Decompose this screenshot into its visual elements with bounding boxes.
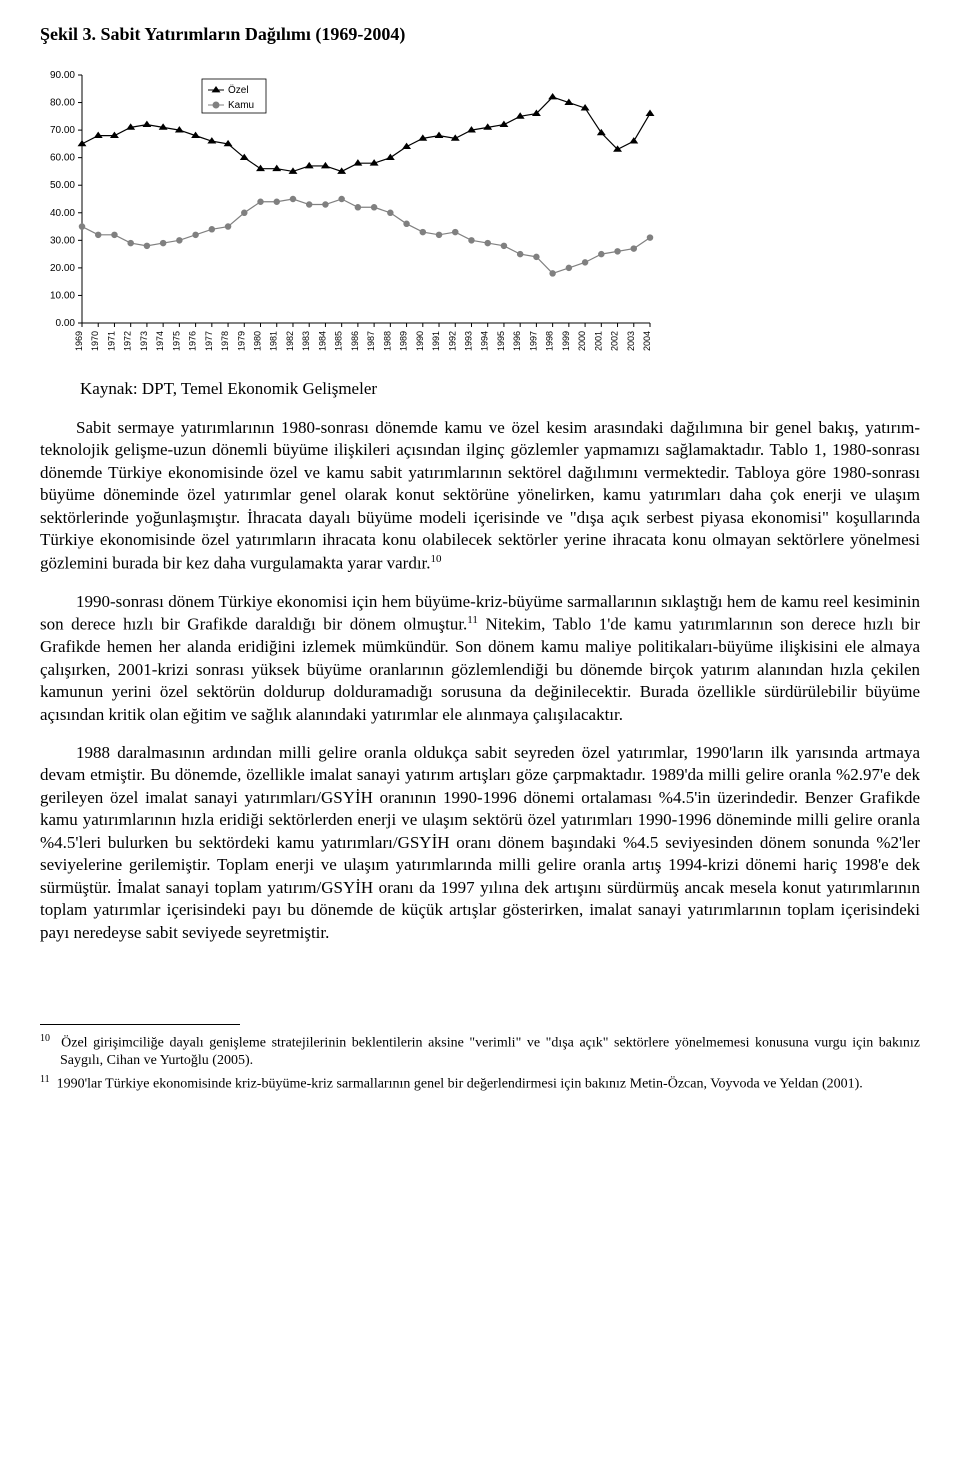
footnote-11-number: 11 [40, 1074, 50, 1085]
svg-text:1980: 1980 [253, 331, 263, 351]
footnote-10: 10 Özel girişimciliğe dayalı genişleme s… [40, 1033, 920, 1070]
svg-text:1971: 1971 [106, 331, 116, 351]
svg-text:1995: 1995 [496, 331, 506, 351]
footnote-ref-10: 10 [431, 553, 442, 565]
svg-text:1996: 1996 [512, 331, 522, 351]
paragraph-2: 1990-sonrası dönem Türkiye ekonomisi içi… [40, 591, 920, 726]
footnote-11-text: 1990'lar Türkiye ekonomisinde kriz-büyüm… [57, 1076, 863, 1091]
svg-text:70.00: 70.00 [50, 125, 75, 136]
svg-text:1993: 1993 [463, 331, 473, 351]
svg-text:1987: 1987 [366, 331, 376, 351]
chart-source: Kaynak: DPT, Temel Ekonomik Gelişmeler [80, 379, 920, 399]
svg-text:1975: 1975 [171, 331, 181, 351]
footnote-10-text: Özel girişimciliğe dayalı genişleme stra… [60, 1036, 920, 1069]
svg-text:1973: 1973 [139, 331, 149, 351]
figure-title: Şekil 3. Sabit Yatırımların Dağılımı (19… [40, 24, 920, 45]
svg-text:1990: 1990 [415, 331, 425, 351]
svg-text:Kamu: Kamu [228, 100, 254, 111]
svg-text:90.00: 90.00 [50, 70, 75, 81]
svg-text:1991: 1991 [431, 331, 441, 351]
svg-text:80.00: 80.00 [50, 98, 75, 109]
svg-text:2002: 2002 [610, 331, 620, 351]
svg-text:1977: 1977 [204, 331, 214, 351]
svg-text:0.00: 0.00 [56, 318, 76, 329]
line-chart: 0.00 10.00 20.00 30.00 40.00 50.00 60.00 70.00 8… [40, 65, 660, 375]
svg-text:1984: 1984 [317, 331, 327, 351]
svg-text:1983: 1983 [301, 331, 311, 351]
paragraph-1: Sabit sermaye yatırımlarının 1980-sonras… [40, 417, 920, 575]
svg-text:30.00: 30.00 [50, 235, 75, 246]
svg-text:1997: 1997 [528, 331, 538, 351]
svg-text:1998: 1998 [545, 331, 555, 351]
svg-text:1978: 1978 [220, 331, 230, 351]
svg-text:1985: 1985 [334, 331, 344, 351]
svg-text:1999: 1999 [561, 331, 571, 351]
svg-text:1994: 1994 [480, 331, 490, 351]
svg-text:1989: 1989 [399, 331, 409, 351]
footnote-ref-11: 11 [467, 614, 478, 626]
svg-text:60.00: 60.00 [50, 153, 75, 164]
footnote-10-number: 10 [40, 1033, 50, 1044]
svg-text:1976: 1976 [188, 331, 198, 351]
paragraph-3: 1988 daralmasının ardından milli gelire … [40, 742, 920, 944]
footnote-11: 11 1990'lar Türkiye ekonomisinde kriz-bü… [40, 1074, 920, 1093]
paragraph-1-text: Sabit sermaye yatırımlarının 1980-sonras… [40, 418, 920, 572]
svg-text:2003: 2003 [626, 331, 636, 351]
svg-text:40.00: 40.00 [50, 208, 75, 219]
svg-text:2004: 2004 [642, 331, 652, 351]
svg-text:1972: 1972 [123, 331, 133, 351]
svg-text:1981: 1981 [269, 331, 279, 351]
svg-text:2000: 2000 [577, 331, 587, 351]
footnote-divider [40, 1024, 240, 1025]
svg-text:1969: 1969 [74, 331, 84, 351]
svg-text:10.00: 10.00 [50, 290, 75, 301]
svg-text:2001: 2001 [593, 331, 603, 351]
svg-text:20.00: 20.00 [50, 263, 75, 274]
svg-text:1992: 1992 [447, 331, 457, 351]
svg-text:1979: 1979 [236, 331, 246, 351]
chart-container: 0.00 10.00 20.00 30.00 40.00 50.00 60.00 70.00 8… [40, 65, 660, 375]
svg-text:1988: 1988 [382, 331, 392, 351]
svg-text:1982: 1982 [285, 331, 295, 351]
svg-text:50.00: 50.00 [50, 180, 75, 191]
svg-text:Özel: Özel [228, 84, 249, 96]
svg-text:1974: 1974 [155, 331, 165, 351]
svg-text:1970: 1970 [90, 331, 100, 351]
svg-text:1986: 1986 [350, 331, 360, 351]
